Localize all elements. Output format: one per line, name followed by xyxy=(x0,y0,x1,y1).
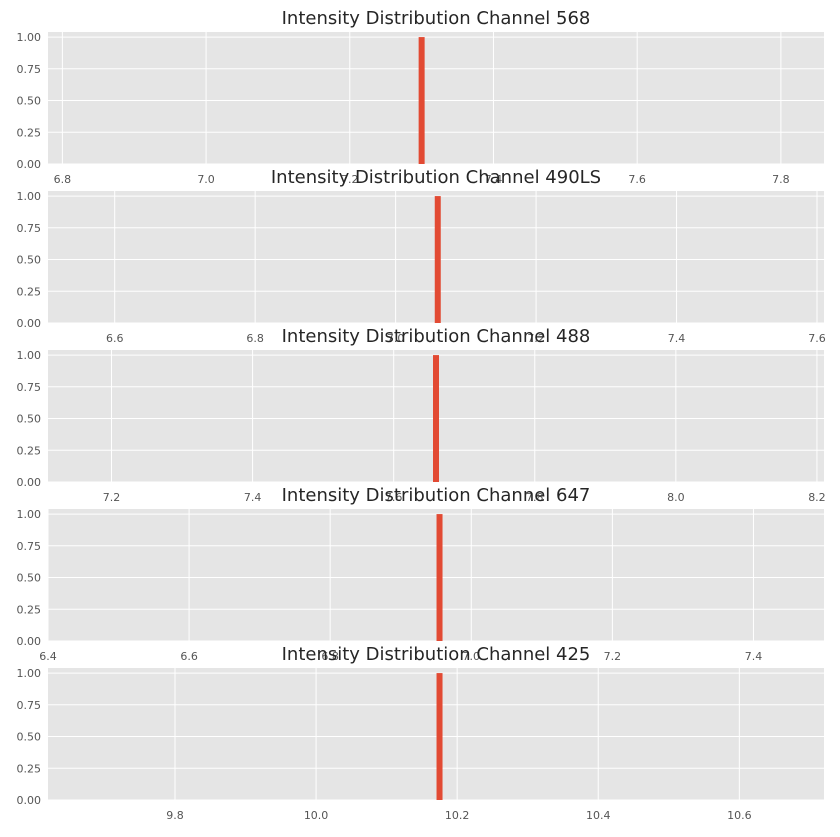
x-tick-label: 7.4 xyxy=(668,332,686,345)
chart-panel: 0.00 0.25 0.50 0.75 1.00 6.4 6.6 6.8 7.0 7.2 7.4 xyxy=(17,508,824,663)
y-tick-label: 0.25 xyxy=(17,444,42,457)
y-tick-label: 0.00 xyxy=(17,317,42,330)
x-tick-label: 6.4 xyxy=(39,650,57,663)
y-tick-label: 0.75 xyxy=(17,222,42,235)
y-tick-label: 1.00 xyxy=(17,31,42,44)
y-tick-label: 0.25 xyxy=(17,762,42,775)
histogram-bar xyxy=(418,37,425,165)
y-tick-label: 0.75 xyxy=(17,540,42,553)
chart-panel: 0.00 0.25 0.50 0.75 1.00 6.8 7.0 7.2 7.4 7.6 7.8 xyxy=(17,31,824,186)
y-tick-label: 1.00 xyxy=(17,508,42,521)
x-tick-label: 10.2 xyxy=(445,809,470,822)
plot-area xyxy=(48,32,824,164)
y-tick-label: 0.75 xyxy=(17,699,42,712)
x-tick-label: 10.0 xyxy=(304,809,329,822)
y-tick-label: 0.50 xyxy=(17,572,42,585)
x-tick-label: 7.4 xyxy=(745,650,763,663)
x-tick-label: 7.2 xyxy=(341,173,359,186)
x-tick-label: 7.8 xyxy=(772,173,790,186)
x-tick-label: 7.2 xyxy=(103,491,121,504)
x-tick-label: 7.0 xyxy=(197,173,215,186)
y-tick-label: 0.75 xyxy=(17,63,42,76)
x-tick-label: 10.4 xyxy=(586,809,611,822)
chart-panel: 0.00 0.25 0.50 0.75 1.00 9.8 10.0 10.2 10.4 10.6 xyxy=(17,667,824,822)
y-tick-label: 0.50 xyxy=(17,254,42,267)
y-tick-label: 0.25 xyxy=(17,603,42,616)
x-tick-label: 6.8 xyxy=(54,173,72,186)
y-tick-label: 0.50 xyxy=(17,95,42,108)
y-tick-label: 1.00 xyxy=(17,667,42,680)
y-tick-label: 0.25 xyxy=(17,285,42,298)
x-tick-label: 7.4 xyxy=(244,491,262,504)
y-tick-label: 0.00 xyxy=(17,476,42,489)
y-tick-label: 1.00 xyxy=(17,349,42,362)
chart-title: Intensity Distribution Channel 490LS xyxy=(271,167,601,188)
x-tick-label: 7.0 xyxy=(387,332,405,345)
chart-panel: 0.00 0.25 0.50 0.75 1.00 6.6 6.8 7.0 7.2 7.4 7.6 xyxy=(17,190,826,345)
x-tick-label: 7.2 xyxy=(527,332,545,345)
chart-title: Intensity Distribution Channel 488 xyxy=(282,326,591,347)
x-tick-label: 10.6 xyxy=(727,809,752,822)
chart-title: Intensity Distribution Channel 647 xyxy=(282,485,591,506)
x-tick-label: 7.6 xyxy=(808,332,826,345)
plot-area xyxy=(48,509,824,641)
plot-area xyxy=(48,668,824,800)
x-tick-label: 6.8 xyxy=(246,332,264,345)
histogram-bar xyxy=(436,673,443,800)
x-tick-label: 6.6 xyxy=(106,332,124,345)
x-tick-label: 8.0 xyxy=(667,491,685,504)
y-tick-label: 1.00 xyxy=(17,190,42,203)
x-tick-label: 7.0 xyxy=(463,650,481,663)
histogram-bar xyxy=(436,514,443,641)
y-tick-label: 0.25 xyxy=(17,126,42,139)
x-tick-label: 9.8 xyxy=(166,809,184,822)
x-tick-label: 7.6 xyxy=(628,173,646,186)
y-tick-label: 0.50 xyxy=(17,731,42,744)
y-tick-label: 0.50 xyxy=(17,413,42,426)
x-tick-label: 7.6 xyxy=(385,491,403,504)
chart-panel: 0.00 0.25 0.50 0.75 1.00 7.2 7.4 7.6 7.8 8.0 8.2 xyxy=(17,349,826,504)
x-tick-label: 7.8 xyxy=(526,491,544,504)
y-tick-label: 0.00 xyxy=(17,158,42,171)
x-tick-label: 7.4 xyxy=(485,173,503,186)
y-tick-label: 0.75 xyxy=(17,381,42,394)
y-tick-label: 0.00 xyxy=(17,635,42,648)
y-tick-label: 0.00 xyxy=(17,794,42,807)
x-tick-label: 7.2 xyxy=(604,650,622,663)
x-tick-label: 6.8 xyxy=(321,650,339,663)
histogram-bar xyxy=(434,196,441,323)
x-tick-label: 6.6 xyxy=(180,650,198,663)
chart-title: Intensity Distribution Channel 568 xyxy=(282,8,591,29)
chart-title: Intensity Distribution Channel 425 xyxy=(282,644,591,665)
x-tick-label: 8.2 xyxy=(808,491,826,504)
histogram-bar xyxy=(433,355,439,482)
